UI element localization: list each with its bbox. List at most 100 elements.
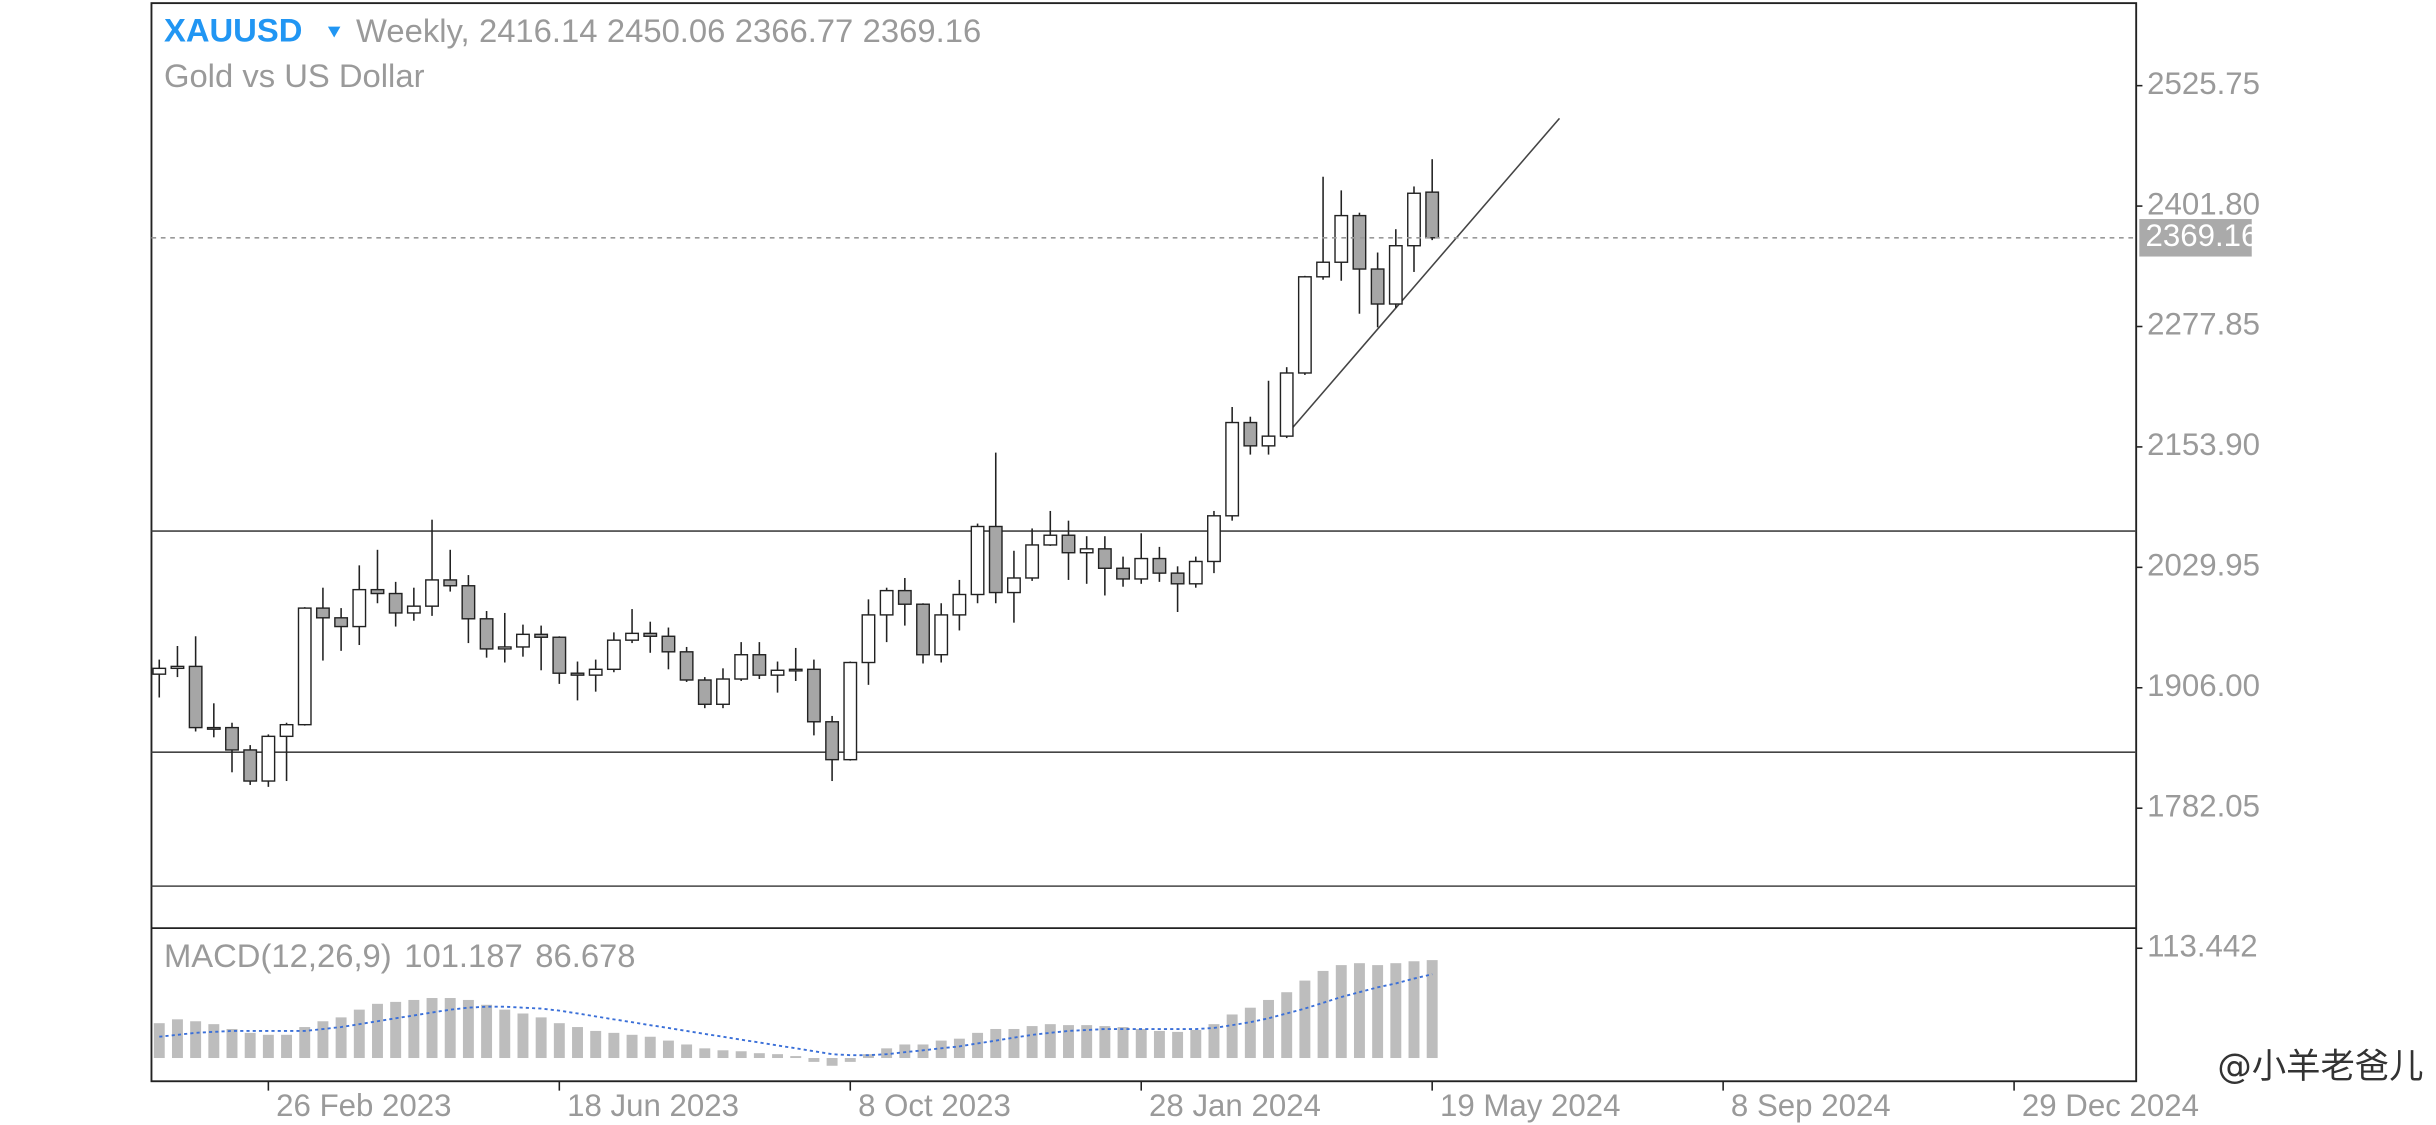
high-value: 2450.06 xyxy=(607,11,726,48)
macd-bar xyxy=(1335,965,1347,1059)
close-value: 2369.16 xyxy=(863,11,982,48)
candle-body xyxy=(1152,557,1167,574)
macd-bar xyxy=(935,1040,947,1059)
macd-bar xyxy=(990,1028,1002,1059)
macd-bar xyxy=(1153,1030,1165,1059)
macd-bar xyxy=(281,1034,293,1059)
symbol-dropdown-icon[interactable] xyxy=(327,26,341,38)
candle-body xyxy=(370,588,385,595)
candle-body xyxy=(1297,276,1312,374)
candle-body xyxy=(806,668,821,723)
macd-bar xyxy=(208,1024,220,1059)
macd-bar xyxy=(190,1021,202,1059)
macd-bar xyxy=(553,1023,565,1059)
candle-body xyxy=(879,589,894,616)
candle-body xyxy=(897,589,912,605)
macd-bar xyxy=(1044,1024,1056,1059)
candle-body xyxy=(716,678,730,705)
candle-body xyxy=(443,579,458,587)
candle-body xyxy=(1261,435,1276,447)
macd-bar xyxy=(772,1054,784,1059)
candle-body xyxy=(479,618,494,650)
macd-bar xyxy=(735,1051,747,1059)
macd-bar xyxy=(1226,1014,1238,1059)
candle-body xyxy=(1006,577,1021,594)
candle-body xyxy=(388,592,403,614)
candle-body xyxy=(152,667,167,675)
macd-bar xyxy=(590,1030,602,1059)
candle-body xyxy=(588,668,603,676)
y-tick-label: 1782.05 xyxy=(2147,788,2260,823)
candle-body xyxy=(679,651,694,681)
macd-bar xyxy=(1317,970,1329,1059)
macd-bar xyxy=(426,998,438,1059)
macd-bar xyxy=(1208,1024,1220,1059)
x-tick-label: 19 May 2024 xyxy=(1440,1088,1621,1123)
candle-body xyxy=(1188,560,1203,585)
macd-bar xyxy=(317,1021,329,1059)
candle-body xyxy=(770,669,785,676)
macd-bar xyxy=(881,1048,893,1059)
macd-bar xyxy=(390,1001,402,1059)
candle-body xyxy=(461,585,476,620)
candle-body xyxy=(1061,534,1076,554)
candle-body xyxy=(516,633,530,648)
candle-body xyxy=(1225,421,1240,517)
y-tick-label: 2153.90 xyxy=(2147,427,2260,462)
candle-body xyxy=(1352,214,1367,270)
candle-body xyxy=(188,665,203,729)
candle-body xyxy=(1043,534,1058,546)
macd-bar xyxy=(681,1044,693,1059)
candle-body xyxy=(843,661,858,761)
candle-body xyxy=(297,607,312,726)
candle-body xyxy=(315,607,330,619)
candle-body xyxy=(643,632,658,637)
candle-body xyxy=(697,679,712,705)
candle-body xyxy=(225,726,239,751)
macd-bar xyxy=(790,1056,802,1059)
candle-body xyxy=(170,665,185,670)
signal-line xyxy=(159,973,1433,1057)
candle-body xyxy=(825,721,840,761)
symbol[interactable]: XAUUSD xyxy=(164,11,302,48)
y-tick-label: 1906.00 xyxy=(2147,668,2260,703)
last-price-box xyxy=(2139,219,2252,257)
candle-body xyxy=(606,639,621,671)
macd-bar xyxy=(662,1040,674,1059)
candle-body xyxy=(1079,548,1094,554)
candle-body xyxy=(1134,557,1149,580)
candle-body xyxy=(206,726,221,730)
candle-body xyxy=(1407,192,1421,247)
macd-bar xyxy=(517,1013,529,1059)
macd-bar xyxy=(299,1027,311,1059)
candle-body xyxy=(1279,372,1294,437)
macd-bar xyxy=(262,1034,274,1059)
macd-bar xyxy=(1281,992,1293,1059)
y-tick-label: 2029.95 xyxy=(2147,548,2260,583)
candle-body xyxy=(1170,572,1185,585)
candle-body xyxy=(497,646,512,650)
macd-bar xyxy=(481,1004,493,1059)
x-tick-label: 29 Dec 2024 xyxy=(2022,1088,2199,1123)
candle-body xyxy=(552,636,567,674)
y-tick-label: 2401.80 xyxy=(2147,186,2260,221)
macd-bar xyxy=(1008,1028,1020,1059)
macd-bar xyxy=(1390,963,1402,1059)
macd-bar xyxy=(444,998,456,1059)
candle-body xyxy=(279,723,294,738)
open-value: 2416.14 xyxy=(479,11,598,48)
macd-bar xyxy=(1353,963,1365,1059)
macd-bar xyxy=(717,1050,729,1059)
candle-body xyxy=(1316,261,1331,278)
candle-body xyxy=(752,654,767,676)
candle-body xyxy=(934,614,949,656)
candle-body xyxy=(661,635,676,653)
candle-body xyxy=(334,617,349,628)
x-tick-label: 8 Oct 2023 xyxy=(858,1088,1011,1123)
candle-body xyxy=(425,579,439,607)
candle-body xyxy=(861,614,876,664)
macd-bar xyxy=(753,1053,765,1059)
candle-body xyxy=(952,593,967,616)
header-info: Weekly, 2416.14 2450.06 2366.77 2369.16 xyxy=(356,11,981,48)
